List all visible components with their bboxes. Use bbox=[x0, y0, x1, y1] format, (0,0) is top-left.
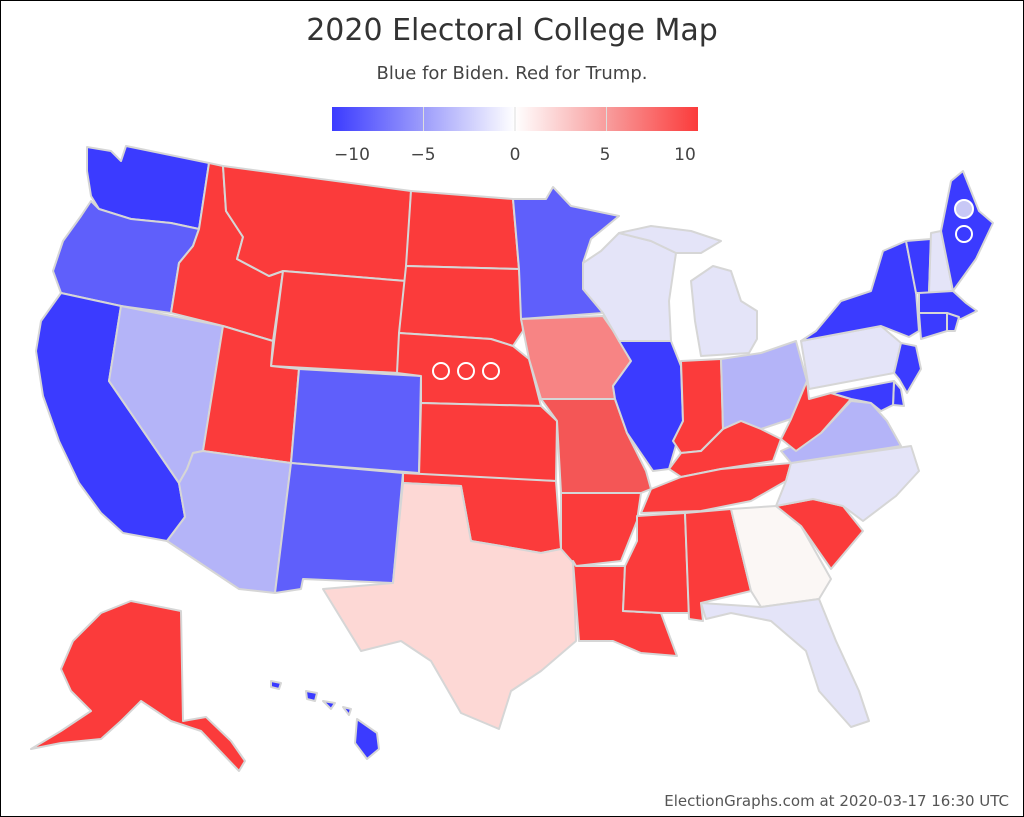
state-wyoming[interactable] bbox=[270, 270, 407, 374]
state-connecticut[interactable] bbox=[918, 312, 948, 340]
state-minnesota[interactable] bbox=[512, 186, 620, 320]
state-new-jersey[interactable] bbox=[893, 342, 922, 394]
state-hawaii[interactable] bbox=[305, 690, 380, 760]
scale-tick-label: 10 bbox=[674, 145, 696, 165]
state-rhode-island[interactable] bbox=[946, 312, 960, 332]
state-maryland[interactable] bbox=[830, 380, 895, 412]
scale-tick-label: −10 bbox=[334, 145, 370, 165]
state-alaska[interactable] bbox=[30, 600, 246, 772]
state-new-mexico[interactable] bbox=[274, 462, 404, 594]
state-wisconsin[interactable] bbox=[582, 232, 677, 342]
state-maine[interactable] bbox=[940, 170, 994, 292]
maine-district-marker bbox=[954, 199, 974, 219]
nebraska-district-marker bbox=[482, 362, 500, 380]
state-michigan[interactable] bbox=[690, 265, 758, 357]
state-north-carolina[interactable] bbox=[775, 445, 920, 522]
state-texas[interactable] bbox=[322, 482, 577, 730]
source-footer: ElectionGraphs.com at 2020-03-17 16:30 U… bbox=[664, 792, 1009, 810]
state-colorado[interactable] bbox=[290, 368, 422, 474]
scale-tick-label: 0 bbox=[509, 145, 521, 165]
scale-tick-labels: −10 −5 0 5 10 bbox=[1, 145, 1023, 169]
scale-tick-label: 5 bbox=[599, 145, 611, 165]
state-arizona[interactable] bbox=[166, 450, 292, 594]
state-north-dakota[interactable] bbox=[405, 190, 520, 270]
state-florida[interactable] bbox=[700, 598, 870, 728]
state-michigan-upper[interactable] bbox=[618, 225, 722, 254]
state-new-york[interactable] bbox=[800, 240, 920, 342]
maine-district-marker bbox=[955, 225, 973, 243]
state-kansas[interactable] bbox=[418, 402, 558, 482]
state-hawaii-kauai[interactable] bbox=[270, 680, 282, 690]
scale-tick-label: −5 bbox=[410, 145, 436, 165]
map-subtitle: Blue for Biden. Red for Trump. bbox=[376, 63, 648, 84]
color-scale-bar bbox=[332, 107, 698, 131]
state-illinois[interactable] bbox=[612, 340, 684, 472]
state-montana[interactable] bbox=[222, 165, 412, 282]
nebraska-district-marker bbox=[432, 362, 450, 380]
map-title: 2020 Electoral College Map bbox=[306, 13, 718, 48]
state-arkansas[interactable] bbox=[560, 492, 642, 567]
nebraska-district-marker bbox=[457, 362, 475, 380]
